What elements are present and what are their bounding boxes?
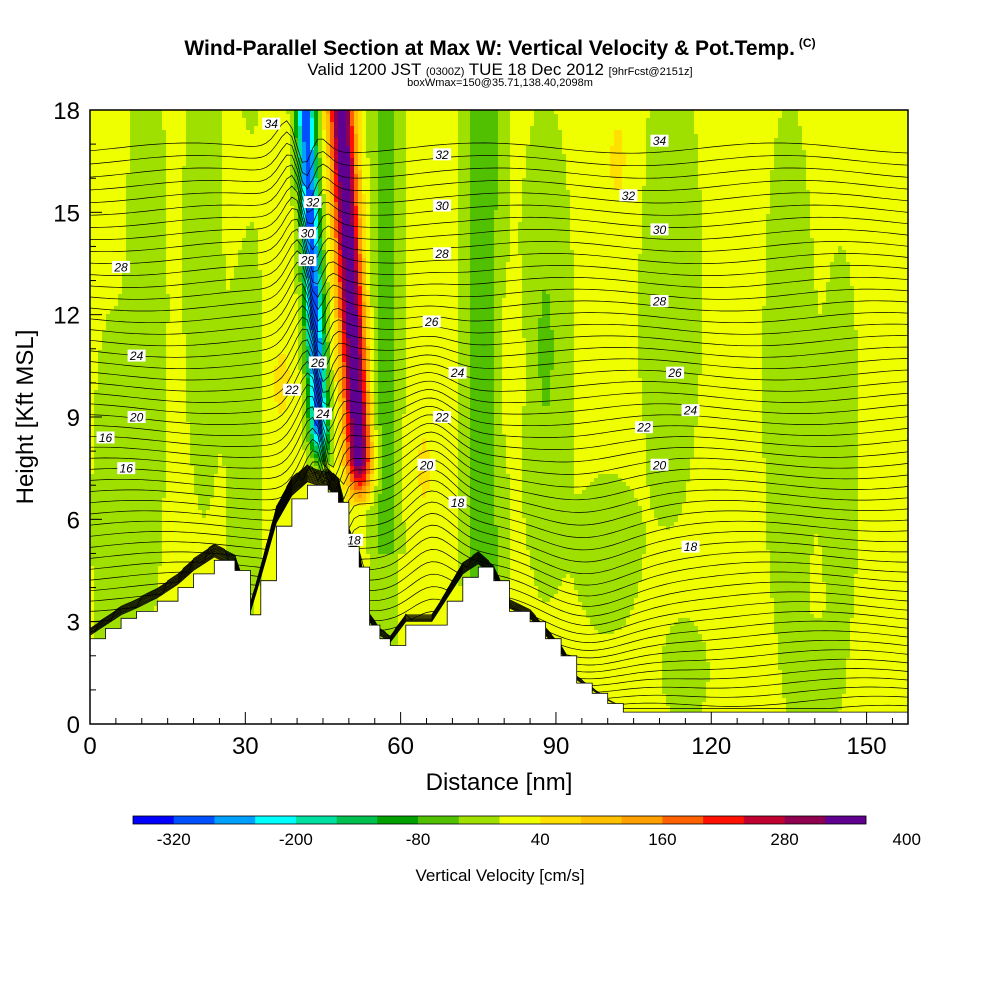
isentrope-label: 22 — [635, 421, 653, 435]
colorbar-tick-label: -320 — [157, 830, 191, 849]
colorbar-swatch — [825, 816, 866, 824]
x-tick-label: 60 — [387, 733, 414, 760]
colorbar-swatch — [540, 816, 581, 824]
isentrope-label: 24 — [314, 407, 332, 421]
isentrope-label: 28 — [650, 295, 668, 309]
colorbar-tick-label: 280 — [770, 830, 798, 849]
colorbar-tick-label: -200 — [279, 830, 313, 849]
isentrope-label: 34 — [262, 117, 280, 131]
isentrope-label: 26 — [423, 315, 441, 329]
isentrope-label: 30 — [650, 223, 668, 237]
colorbar-swatch — [133, 816, 174, 824]
isentrope-label: 28 — [298, 254, 316, 268]
isentrope-label: 24 — [449, 366, 467, 380]
colorbar-swatch — [255, 816, 296, 824]
isentrope-label: 20 — [128, 411, 146, 425]
colorbar-tick-label: 400 — [893, 830, 921, 849]
y-tick-label: 12 — [53, 303, 80, 330]
y-tick-label: 6 — [67, 507, 80, 534]
colorbar-swatch — [418, 816, 459, 824]
cross-section-chart: 16 16 18 18 18 20 20 20 22 22 22 24 24 24 24 26 26 26 28 28… — [0, 0, 1000, 1000]
y-tick-label: 9 — [67, 405, 80, 432]
colorbar-swatch — [622, 816, 663, 824]
isentrope-label: 20 — [418, 458, 436, 472]
isentrope-label: 24 — [682, 404, 700, 418]
colorbar-swatch — [296, 816, 337, 824]
isentrope-label: 18 — [682, 540, 700, 554]
colorbar-swatch — [174, 816, 215, 824]
colorbar-swatch — [703, 816, 744, 824]
isentrope-label: 24 — [128, 349, 146, 363]
y-tick-label: 3 — [67, 610, 80, 637]
x-axis-label: Distance [nm] — [426, 769, 573, 796]
isentrope-label: 32 — [433, 148, 451, 162]
isentrope-label: 28 — [112, 260, 130, 274]
colorbar-swatch — [785, 816, 826, 824]
colorbar-tick-label: 160 — [648, 830, 676, 849]
isentrope-label: 16 — [117, 462, 135, 476]
colorbar-label: Vertical Velocity [cm/s] — [415, 866, 584, 885]
colorbar: -320 -200 -80 40 160 280 400 — [133, 816, 921, 849]
isentrope-label: 30 — [298, 226, 316, 240]
colorbar-tick-label: 40 — [531, 830, 550, 849]
colorbar-swatch — [377, 816, 418, 824]
isentrope-label: 26 — [309, 356, 327, 370]
colorbar-swatch — [744, 816, 785, 824]
isentrope-label: 34 — [650, 134, 668, 148]
isentrope-label: 32 — [619, 189, 637, 203]
y-tick-label: 15 — [53, 200, 80, 227]
isentrope-label: 22 — [283, 383, 301, 397]
colorbar-swatch — [500, 816, 541, 824]
isentrope-label: 30 — [433, 199, 451, 213]
isentrope-label: 22 — [433, 411, 451, 425]
x-tick-label: 150 — [847, 733, 887, 760]
colorbar-swatch — [581, 816, 622, 824]
isentrope-label: 28 — [433, 247, 451, 261]
colorbar-swatch — [337, 816, 378, 824]
colorbar-swatch — [662, 816, 703, 824]
isentrope-label: 32 — [304, 196, 322, 210]
isentrope-label: 16 — [97, 431, 115, 445]
isentrope-label: 20 — [650, 458, 668, 472]
isentrope-label: 26 — [666, 366, 684, 380]
colorbar-swatch — [459, 816, 500, 824]
isentrope-label: 18 — [449, 496, 467, 510]
x-tick-label: 120 — [691, 733, 731, 760]
y-tick-label: 18 — [53, 98, 80, 125]
colorbar-swatch — [214, 816, 255, 824]
y-tick-label: 0 — [67, 712, 80, 739]
x-tick-label: 0 — [83, 733, 96, 760]
y-axis-label: Height [Kft MSL] — [12, 330, 39, 505]
colorbar-tick-label: -80 — [406, 830, 431, 849]
x-tick-label: 30 — [232, 733, 259, 760]
x-tick-label: 90 — [543, 733, 570, 760]
isentrope-label: 18 — [345, 533, 363, 547]
